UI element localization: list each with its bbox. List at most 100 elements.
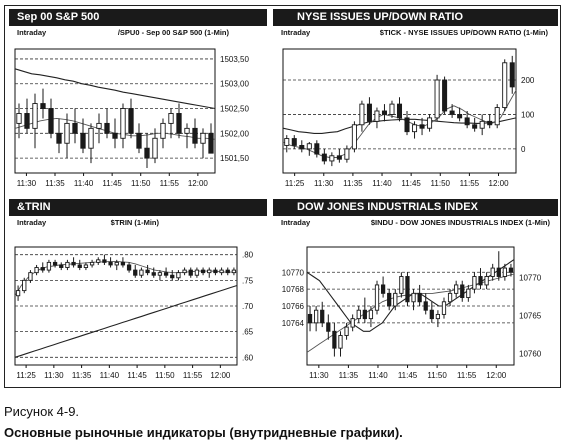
candle <box>32 93 38 149</box>
y-tick-label: .65 <box>242 328 254 337</box>
figure-caption: Основные рыночные индикаторы (внутриднев… <box>4 425 403 440</box>
x-tick-label: 11:30 <box>314 179 334 188</box>
candle-body <box>350 318 355 328</box>
candle-body <box>472 276 477 290</box>
panel-subtitle: Intraday $INDU - DOW JONES INDUSTRIALS I… <box>273 218 558 230</box>
candle <box>200 267 206 276</box>
candle <box>151 267 156 278</box>
candle <box>46 259 52 273</box>
candle <box>200 128 206 159</box>
y-tick-label: .70 <box>242 302 254 311</box>
candle-body <box>200 132 206 144</box>
candle-body <box>374 284 380 311</box>
candle-body <box>182 269 187 274</box>
x-tick-label: 11:55 <box>183 371 203 380</box>
candle-body <box>366 103 372 122</box>
candle-body <box>464 117 470 126</box>
x-tick-label: 12:00 <box>188 179 209 188</box>
y-tick-label: 10765 <box>519 312 542 321</box>
candle-body <box>307 313 313 324</box>
candle <box>389 100 395 118</box>
candle-body <box>145 269 150 274</box>
candle <box>423 293 428 315</box>
candle <box>404 111 410 136</box>
candle <box>145 264 150 276</box>
candle <box>168 108 174 139</box>
candle-body <box>435 313 441 320</box>
candle <box>329 152 335 167</box>
candle-body <box>120 108 126 139</box>
candle-body <box>380 284 386 294</box>
candle <box>77 259 82 271</box>
panel-tick: NYSE ISSUES UP/DOWN RATIO Intraday $TICK… <box>273 9 558 191</box>
candle <box>28 270 33 283</box>
candle <box>326 314 331 340</box>
candle-body <box>509 62 515 88</box>
candle-body <box>144 147 150 159</box>
candle-body <box>344 326 349 336</box>
candle-body <box>15 290 21 297</box>
candle-body <box>71 261 76 266</box>
chart-trin: .60 .65 .70 .75 .80 11:25 11:30 11:35 11:40 11:45… <box>14 246 254 380</box>
candle <box>112 118 118 149</box>
x-tick-label: 11:50 <box>427 371 447 380</box>
candle-body <box>120 261 126 266</box>
candle <box>472 117 478 132</box>
candle <box>96 257 101 265</box>
candle-body <box>412 124 418 133</box>
candle <box>490 263 495 281</box>
y-tick-label: 1502,00 <box>220 129 249 138</box>
candle <box>344 322 349 340</box>
candle-body <box>490 267 495 277</box>
candle-body <box>139 269 144 276</box>
x-tick-label: 11:55 <box>160 179 180 188</box>
candle <box>64 113 70 159</box>
candle-body <box>472 124 478 129</box>
candle-body <box>496 267 501 277</box>
candle-body <box>40 267 45 271</box>
candle-body <box>454 284 459 294</box>
candle-body <box>329 155 335 162</box>
candle <box>120 257 126 268</box>
candle-body <box>102 259 107 263</box>
candle <box>80 118 86 154</box>
candle-body <box>351 124 357 150</box>
candle <box>231 267 237 276</box>
y-tick-label: .75 <box>242 276 254 285</box>
candle <box>487 114 493 129</box>
candle <box>306 142 312 156</box>
candle-body <box>429 309 434 320</box>
candle <box>71 257 76 268</box>
candle-body <box>479 120 485 129</box>
candle <box>380 276 386 298</box>
x-tick-label: 11:35 <box>343 179 363 188</box>
candle <box>24 98 30 134</box>
candle <box>188 267 193 278</box>
candle-body <box>411 292 416 303</box>
candle-body <box>494 107 500 126</box>
candle <box>350 314 355 332</box>
candle-body <box>184 127 190 134</box>
y-tick-label: 10768 <box>282 285 305 294</box>
panel-subtitle: Intraday $TRIN (1-Min) <box>9 218 267 230</box>
candle-body <box>104 122 110 134</box>
plot-area <box>282 48 517 174</box>
candle-body <box>396 103 403 119</box>
candle <box>419 117 425 136</box>
x-tick-label: 11:45 <box>398 371 418 380</box>
candle <box>460 280 465 302</box>
candle-body <box>176 113 182 134</box>
candle-body <box>59 264 64 268</box>
x-tick-label: 11:55 <box>457 371 477 380</box>
candle <box>15 285 21 301</box>
candle-body <box>46 261 52 271</box>
candle <box>96 113 102 144</box>
y-tick-label: 100 <box>521 110 535 119</box>
candle <box>160 118 166 149</box>
candle-body <box>16 113 22 124</box>
candle <box>494 104 500 129</box>
candle-body <box>83 264 89 268</box>
candle-body <box>423 301 428 311</box>
candle-body <box>133 269 138 276</box>
candle <box>56 118 62 154</box>
